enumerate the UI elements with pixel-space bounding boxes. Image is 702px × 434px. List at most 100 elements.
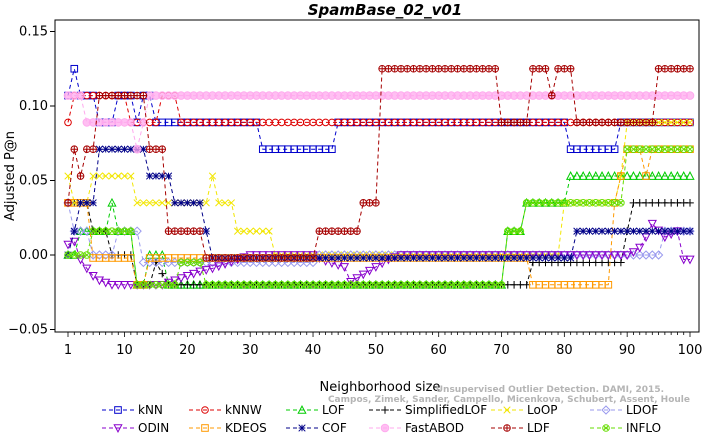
data-point xyxy=(416,281,424,289)
data-point xyxy=(554,254,562,262)
data-point xyxy=(365,199,374,207)
data-point xyxy=(685,171,695,180)
x-tick-label: 40 xyxy=(305,343,322,358)
data-point xyxy=(152,281,160,289)
data-point xyxy=(554,199,562,207)
data-point xyxy=(359,199,368,207)
data-point xyxy=(434,251,444,260)
data-point xyxy=(591,118,600,127)
data-point xyxy=(472,254,481,262)
data-point xyxy=(679,65,688,73)
legend-marker xyxy=(503,424,511,432)
data-point xyxy=(114,145,122,153)
data-point xyxy=(617,199,625,207)
series-knn xyxy=(64,64,694,154)
data-point xyxy=(440,251,450,260)
data-point xyxy=(284,281,292,289)
data-point xyxy=(604,118,613,127)
data-point xyxy=(409,65,418,73)
data-point xyxy=(610,199,619,207)
legend-marker xyxy=(381,406,389,414)
data-point xyxy=(485,281,493,289)
data-point xyxy=(127,145,135,153)
data-point xyxy=(584,171,595,180)
data-point xyxy=(246,227,254,235)
data-point xyxy=(403,65,412,73)
legend-item-loop: LoOP xyxy=(491,403,558,417)
data-point xyxy=(573,118,581,127)
data-point xyxy=(584,251,595,260)
data-point xyxy=(673,118,682,127)
data-point xyxy=(296,254,305,262)
data-point xyxy=(679,145,688,153)
data-point xyxy=(296,281,305,289)
data-point xyxy=(152,172,160,180)
data-point xyxy=(397,254,405,262)
legend-label: LDOF xyxy=(626,403,658,417)
data-point xyxy=(359,281,368,289)
data-point xyxy=(471,251,482,260)
data-point xyxy=(490,251,500,260)
data-point xyxy=(441,281,449,289)
data-point xyxy=(566,65,575,73)
data-point xyxy=(139,145,148,153)
y-axis-label: Adjusted P@n xyxy=(3,131,18,221)
legend-item-knnw: kNNW xyxy=(189,403,262,417)
data-point xyxy=(101,227,110,235)
data-point xyxy=(164,172,173,180)
x-tick-label: 70 xyxy=(493,343,510,358)
data-point xyxy=(290,281,298,289)
data-point xyxy=(183,227,192,235)
data-point xyxy=(189,227,198,235)
data-point xyxy=(616,251,626,260)
data-point xyxy=(685,255,695,265)
data-point xyxy=(617,118,625,127)
data-point xyxy=(560,199,569,207)
data-point xyxy=(89,227,97,235)
data-point xyxy=(661,145,669,153)
data-point xyxy=(64,251,72,259)
data-point xyxy=(182,272,193,281)
data-point xyxy=(177,199,185,207)
data-point xyxy=(604,281,613,289)
data-point xyxy=(491,254,499,262)
data-point xyxy=(246,254,255,262)
data-point xyxy=(127,227,135,235)
data-point xyxy=(334,254,342,262)
data-point xyxy=(560,254,568,262)
data-point xyxy=(339,263,350,272)
data-point xyxy=(686,145,694,153)
data-point xyxy=(496,251,507,260)
data-point xyxy=(441,254,449,262)
data-point xyxy=(95,172,104,180)
data-point xyxy=(453,254,462,262)
data-point xyxy=(64,172,72,180)
data-point xyxy=(559,251,569,260)
data-point xyxy=(101,278,111,288)
data-point xyxy=(491,65,500,73)
data-point xyxy=(435,254,443,262)
data-point xyxy=(214,254,223,262)
series-line xyxy=(68,148,690,286)
data-point xyxy=(503,118,512,127)
data-point xyxy=(88,272,98,281)
series-simplifiedlof xyxy=(64,199,694,289)
data-point xyxy=(114,172,122,180)
series-line xyxy=(68,148,690,286)
data-point xyxy=(685,226,695,236)
data-point xyxy=(202,199,210,207)
data-point xyxy=(529,254,537,262)
data-point xyxy=(89,199,97,207)
data-point xyxy=(573,199,581,207)
legend-item-simplifiedlof: SimplifiedLOF xyxy=(369,403,487,417)
data-point xyxy=(83,199,91,207)
data-point xyxy=(177,258,185,267)
data-point xyxy=(227,254,236,262)
data-point xyxy=(653,250,664,260)
data-point xyxy=(610,118,619,127)
data-point xyxy=(535,65,544,73)
data-point xyxy=(64,199,72,207)
data-point xyxy=(660,226,670,236)
data-point xyxy=(529,199,537,207)
data-point xyxy=(441,65,449,73)
